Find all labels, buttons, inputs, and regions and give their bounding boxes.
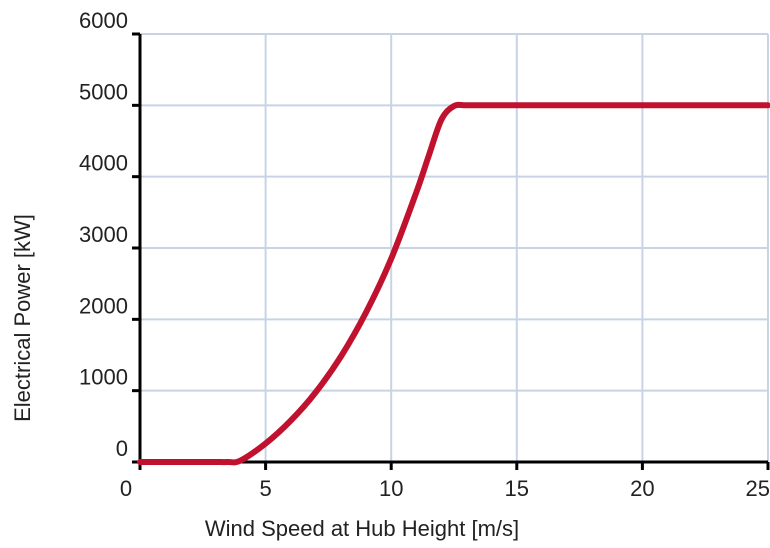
y-tick-label: 4000 [79, 151, 128, 176]
power-curve-series-line [140, 105, 768, 463]
x-tick-label: 15 [505, 476, 529, 501]
y-tick-label: 1000 [79, 365, 128, 390]
y-axis-title: Electrical Power [kW] [10, 214, 35, 422]
y-tick-label: 0 [116, 436, 128, 461]
y-tick-label: 2000 [79, 293, 128, 318]
x-axis-title: Wind Speed at Hub Height [m/s] [205, 516, 519, 541]
grid-lines [140, 34, 768, 462]
x-tick-label: 0 [120, 476, 132, 501]
axes [132, 34, 768, 470]
y-tick-label: 6000 [79, 8, 128, 33]
y-tick-label: 3000 [79, 222, 128, 247]
x-tick-label: 10 [379, 476, 403, 501]
x-tick-label: 5 [259, 476, 271, 501]
y-tick-label: 5000 [79, 79, 128, 104]
tick-labels: 0 1000 2000 3000 4000 5000 6000 0 5 10 15 20 25 [79, 8, 770, 501]
x-tick-label: 25 [746, 476, 770, 501]
series-layer [140, 105, 768, 463]
x-tick-label: 20 [630, 476, 654, 501]
